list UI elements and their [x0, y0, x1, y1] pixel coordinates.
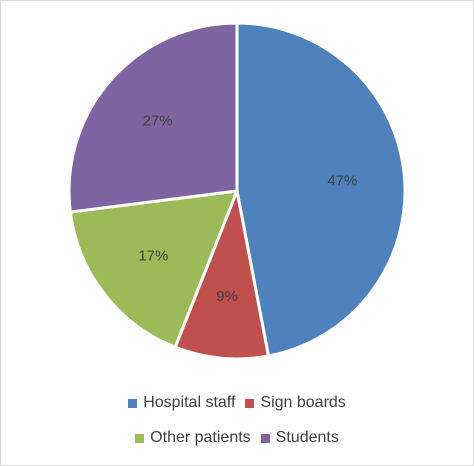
pie-slice-hospital-staff: [235, 21, 407, 358]
legend-swatch-students: [260, 433, 270, 443]
legend-label-sign-boards: Sign boards: [260, 394, 346, 411]
legend-swatch-hospital-staff: [128, 398, 138, 408]
legend-label-hospital-staff: Hospital staff: [143, 394, 236, 411]
pie-slice-students: [67, 21, 239, 214]
legend-item-other-patients: Other patients: [135, 429, 251, 447]
legend-swatch-other-patients: [135, 433, 145, 443]
legend-item-hospital-staff: Hospital staff: [128, 394, 235, 412]
pie-slice-other-patients: [68, 189, 239, 349]
chart-legend: Hospital staff Sign boards Other patient…: [0, 390, 474, 460]
legend-row: Other patients Students: [0, 425, 474, 451]
legend-item-sign-boards: Sign boards: [245, 394, 346, 412]
legend-label-other-patients: Other patients: [150, 429, 251, 446]
legend-row: Hospital staff Sign boards: [0, 390, 474, 416]
legend-item-students: Students: [260, 429, 339, 447]
data-label-students: 27%: [143, 113, 173, 130]
data-label-other-patients: 17%: [138, 247, 168, 264]
data-label-sign-boards: 9%: [216, 288, 238, 305]
data-label-hospital-staff: 47%: [327, 173, 357, 190]
legend-label-students: Students: [275, 429, 339, 446]
legend-swatch-sign-boards: [245, 398, 255, 408]
pie-slice-sign-boards: [173, 189, 270, 361]
